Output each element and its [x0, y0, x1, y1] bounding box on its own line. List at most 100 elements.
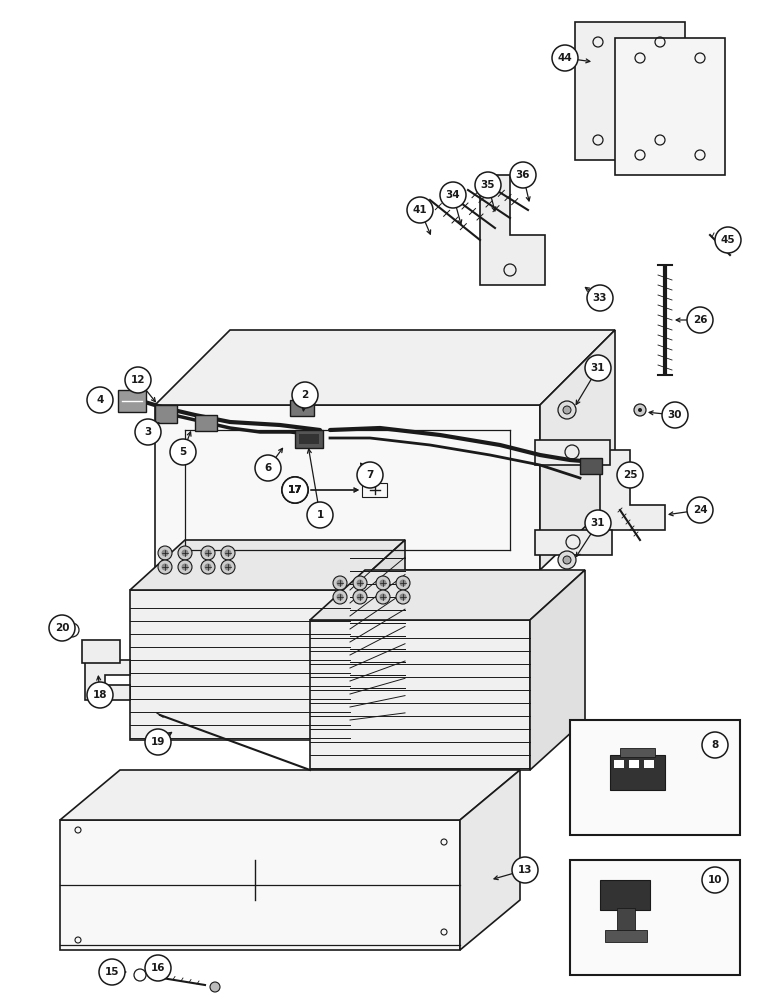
Text: 33: 33	[593, 293, 608, 303]
Circle shape	[702, 732, 728, 758]
Circle shape	[282, 477, 308, 503]
Bar	[614, 760, 624, 768]
Circle shape	[292, 382, 318, 408]
Text: 36: 36	[516, 170, 530, 180]
Circle shape	[210, 982, 220, 992]
Polygon shape	[460, 770, 520, 950]
Bar	[570, 860, 740, 975]
Bar	[155, 405, 177, 423]
Text: 25: 25	[623, 470, 637, 480]
Circle shape	[333, 590, 347, 604]
Circle shape	[145, 955, 171, 981]
Polygon shape	[615, 38, 725, 175]
Circle shape	[634, 404, 646, 416]
Polygon shape	[535, 530, 612, 555]
Bar	[620, 748, 655, 757]
Circle shape	[399, 593, 407, 600]
Polygon shape	[530, 570, 585, 770]
Circle shape	[715, 227, 741, 253]
Circle shape	[337, 580, 344, 586]
Circle shape	[357, 593, 364, 600]
Circle shape	[662, 402, 688, 428]
Text: 17: 17	[288, 485, 303, 495]
Polygon shape	[85, 660, 130, 700]
Circle shape	[687, 307, 713, 333]
Circle shape	[178, 560, 192, 574]
Circle shape	[307, 502, 333, 528]
Polygon shape	[130, 540, 405, 590]
Text: 10: 10	[708, 875, 723, 885]
Polygon shape	[350, 540, 405, 740]
Text: 35: 35	[481, 180, 496, 190]
Circle shape	[585, 510, 611, 536]
Bar	[580, 458, 602, 474]
Text: 8: 8	[711, 740, 719, 750]
Bar	[295, 430, 323, 448]
Bar	[290, 400, 314, 416]
Text: 45: 45	[721, 235, 735, 245]
Circle shape	[205, 550, 212, 556]
Circle shape	[396, 590, 410, 604]
Circle shape	[87, 682, 113, 708]
Circle shape	[134, 969, 146, 981]
Bar	[362, 483, 387, 497]
Text: 34: 34	[445, 190, 460, 200]
Circle shape	[399, 580, 407, 586]
Text: 2: 2	[301, 390, 309, 400]
Circle shape	[181, 564, 188, 570]
Circle shape	[337, 593, 344, 600]
Circle shape	[225, 550, 232, 556]
Text: 44: 44	[557, 53, 572, 63]
Polygon shape	[155, 405, 540, 570]
Bar	[605, 930, 647, 942]
Text: 3: 3	[144, 427, 151, 437]
Text: 18: 18	[93, 690, 107, 700]
Circle shape	[353, 590, 367, 604]
Text: 7: 7	[366, 470, 374, 480]
Text: 24: 24	[692, 505, 707, 515]
Text: 5: 5	[179, 447, 187, 457]
Text: 31: 31	[591, 518, 605, 528]
Circle shape	[255, 455, 281, 481]
Circle shape	[201, 546, 215, 560]
Text: 30: 30	[668, 410, 682, 420]
Text: 17: 17	[288, 485, 303, 495]
Circle shape	[376, 590, 390, 604]
Circle shape	[181, 550, 188, 556]
Circle shape	[702, 867, 728, 893]
Circle shape	[357, 462, 383, 488]
Bar	[600, 880, 650, 910]
Text: 1: 1	[317, 510, 323, 520]
Polygon shape	[82, 640, 120, 663]
Polygon shape	[130, 590, 350, 740]
Circle shape	[353, 576, 367, 590]
Circle shape	[558, 401, 576, 419]
Circle shape	[158, 546, 172, 560]
Circle shape	[376, 576, 390, 590]
Text: 13: 13	[518, 865, 532, 875]
Polygon shape	[310, 570, 585, 620]
Bar	[118, 390, 146, 412]
Circle shape	[221, 560, 235, 574]
Circle shape	[638, 408, 642, 412]
Text: 19: 19	[151, 737, 165, 747]
Circle shape	[69, 627, 75, 633]
Circle shape	[170, 439, 196, 465]
Circle shape	[125, 367, 151, 393]
Circle shape	[161, 550, 168, 556]
Polygon shape	[575, 22, 685, 160]
Circle shape	[201, 560, 215, 574]
Text: 26: 26	[692, 315, 707, 325]
Circle shape	[205, 564, 212, 570]
Text: 12: 12	[130, 375, 145, 385]
Circle shape	[617, 462, 643, 488]
Circle shape	[178, 546, 192, 560]
Text: 6: 6	[264, 463, 272, 473]
Circle shape	[357, 580, 364, 586]
Circle shape	[687, 497, 713, 523]
Text: 16: 16	[151, 963, 165, 973]
Circle shape	[396, 576, 410, 590]
Circle shape	[407, 197, 433, 223]
Circle shape	[380, 593, 387, 600]
Text: 31: 31	[591, 363, 605, 373]
